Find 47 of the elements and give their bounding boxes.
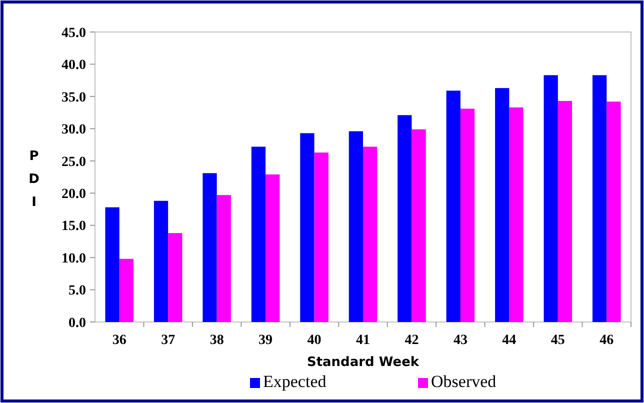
- y-tick-label: 25.0: [62, 154, 86, 170]
- legend-label: Observed: [431, 372, 497, 391]
- x-tick-label: 41: [356, 333, 370, 348]
- bar: [251, 146, 266, 322]
- bar: [266, 174, 280, 322]
- y-tick-label: 20.0: [62, 187, 86, 202]
- x-tick-label: 42: [404, 333, 419, 348]
- bar: [412, 129, 426, 322]
- bar: [168, 233, 182, 322]
- bar: [495, 88, 510, 322]
- y-tick-label: 0.0: [68, 316, 86, 331]
- bar: [592, 75, 607, 322]
- y-tick-label: 30.0: [62, 122, 86, 138]
- y-tick-label: 5.0: [68, 284, 86, 299]
- y-tick-label: 15.0: [62, 219, 86, 234]
- bar: [446, 90, 460, 322]
- bar: [202, 173, 217, 322]
- x-tick-label: 43: [453, 333, 468, 348]
- x-tick-label: 45: [550, 333, 565, 348]
- y-tick-label: 35.0: [62, 90, 86, 106]
- bar: [154, 200, 168, 322]
- y-axis-title: PDI: [28, 149, 40, 210]
- x-tick-label: 44: [502, 333, 516, 348]
- bar: [544, 75, 558, 322]
- y-tick-label: 10.0: [62, 251, 86, 266]
- bar: [363, 146, 378, 322]
- x-tick-label: 37: [161, 333, 176, 348]
- x-tick-label: 39: [258, 333, 273, 348]
- bar: [119, 258, 134, 322]
- bar: [314, 152, 328, 322]
- bar: [558, 100, 572, 322]
- x-tick-label: 46: [600, 333, 614, 348]
- legend-label: Expected: [263, 372, 327, 391]
- bar: [606, 102, 621, 322]
- x-axis-title: Standard Week: [306, 355, 420, 370]
- bar: [300, 133, 314, 322]
- bar: [460, 108, 475, 322]
- bar: [509, 107, 524, 322]
- bar: [348, 131, 363, 322]
- bar: [105, 207, 120, 322]
- x-tick-label: 38: [210, 333, 224, 348]
- y-tick-label: 40.0: [62, 58, 86, 74]
- bar: [216, 195, 231, 322]
- bar: [398, 115, 412, 322]
- x-tick-label: 40: [307, 333, 322, 348]
- y-tick-label: 45.0: [62, 26, 86, 41]
- x-tick-label: 36: [112, 333, 126, 348]
